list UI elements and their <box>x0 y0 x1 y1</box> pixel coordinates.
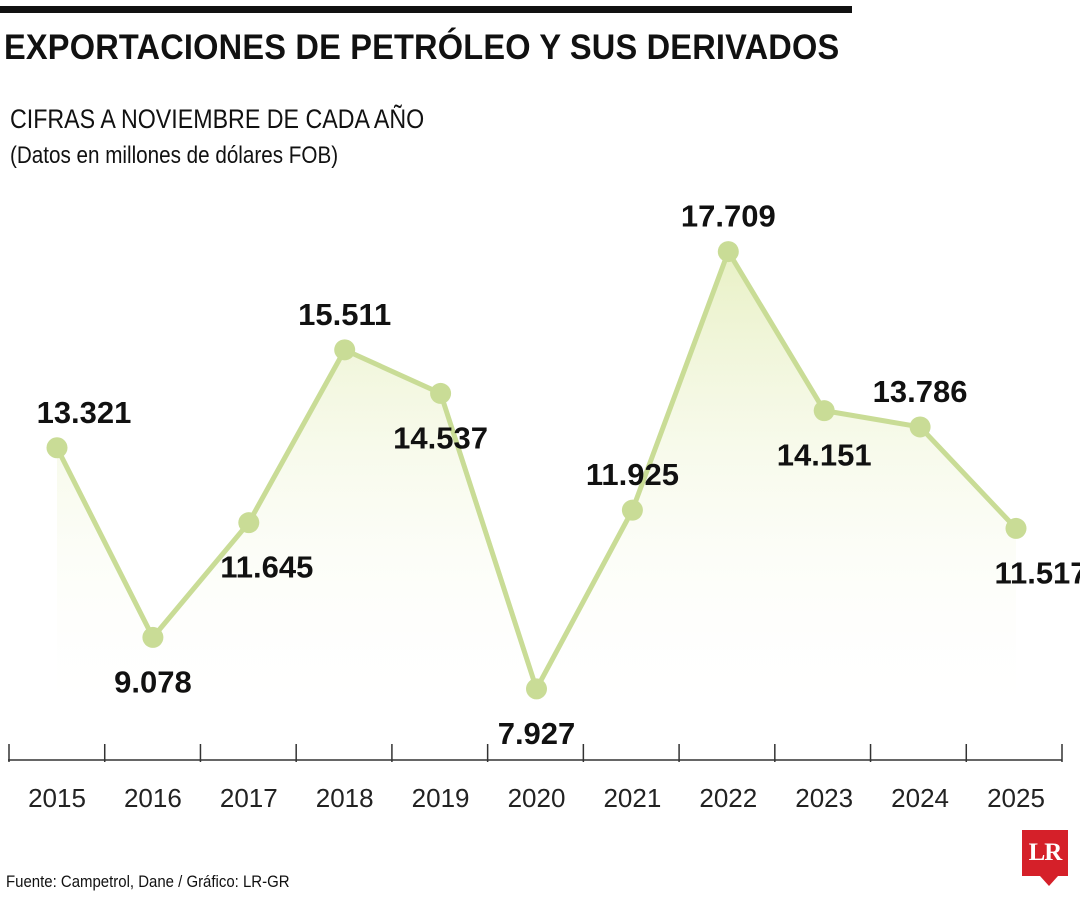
x-tick-label-2025: 2025 <box>987 783 1045 813</box>
marker-2021 <box>621 499 643 521</box>
marker-2025 <box>1005 517 1027 539</box>
line-segment-2016-2017 <box>150 520 252 640</box>
marker-2015 <box>46 437 68 459</box>
marker-2024 <box>909 416 931 438</box>
data-label-2023: 14.151 <box>777 438 872 473</box>
marker-2016 <box>142 626 164 648</box>
source-note: Fuente: Campetrol, Dane / Gráfico: LR-GR <box>6 872 290 891</box>
x-tick-label-2018: 2018 <box>316 783 374 813</box>
data-label-2025: 11.517 <box>994 555 1080 590</box>
units-note: (Datos en millones de dólares FOB) <box>10 142 339 169</box>
marker-2017 <box>238 512 260 534</box>
x-tick-label-2021: 2021 <box>603 783 661 813</box>
line-segment-2018-2019 <box>342 347 444 396</box>
line-segment-2022-2023 <box>725 249 827 414</box>
marker-2022 <box>717 241 739 263</box>
data-label-2018: 15.511 <box>298 297 391 332</box>
line-chart: 13.321 9.078 11.645 15.511 14.537 7.927 11.925… <box>8 199 1080 813</box>
x-tick-label-2023: 2023 <box>795 783 853 813</box>
area-fill <box>57 251 1016 730</box>
data-label-2016: 9.078 <box>114 664 192 699</box>
line-segment-2021-2022 <box>629 249 731 513</box>
marker-2023 <box>813 400 835 422</box>
line-segment-2017-2018 <box>246 347 348 526</box>
x-tick-label-2024: 2024 <box>891 783 949 813</box>
line-segment-2023-2024 <box>821 408 923 430</box>
data-label-2017: 11.645 <box>220 550 313 585</box>
marker-2018 <box>334 339 356 361</box>
x-tick-label-2020: 2020 <box>508 783 566 813</box>
x-tick-label-2019: 2019 <box>412 783 470 813</box>
data-label-2020: 7.927 <box>498 716 576 751</box>
x-tick-label-2022: 2022 <box>699 783 757 813</box>
marker-2019 <box>430 382 452 404</box>
line-segment-2020-2021 <box>534 507 635 692</box>
data-label-2024: 13.786 <box>873 374 968 409</box>
marker-2020 <box>526 678 547 700</box>
x-tick-label-2015: 2015 <box>28 783 86 813</box>
line-segment-2019-2020 <box>438 390 539 692</box>
data-label-2021: 11.925 <box>586 457 679 492</box>
data-label-2019: 14.537 <box>393 420 488 455</box>
line-segment-2024-2025 <box>917 424 1019 531</box>
line-segment-2015-2016 <box>54 445 156 640</box>
data-label-2022: 17.709 <box>681 199 776 234</box>
x-tick-label-2016: 2016 <box>124 783 182 813</box>
chart-subtitle: CIFRAS A NOVIEMBRE DE CADA AÑO <box>10 104 425 134</box>
data-label-2015: 13.321 <box>37 395 132 430</box>
top-rule <box>0 6 852 13</box>
x-tick-label-2017: 2017 <box>220 783 278 813</box>
lr-logo-tail <box>1040 876 1058 886</box>
lr-logo: LR <box>1022 830 1068 876</box>
chart-title: EXPORTACIONES DE PETRÓLEO Y SUS DERIVADO… <box>4 28 840 67</box>
